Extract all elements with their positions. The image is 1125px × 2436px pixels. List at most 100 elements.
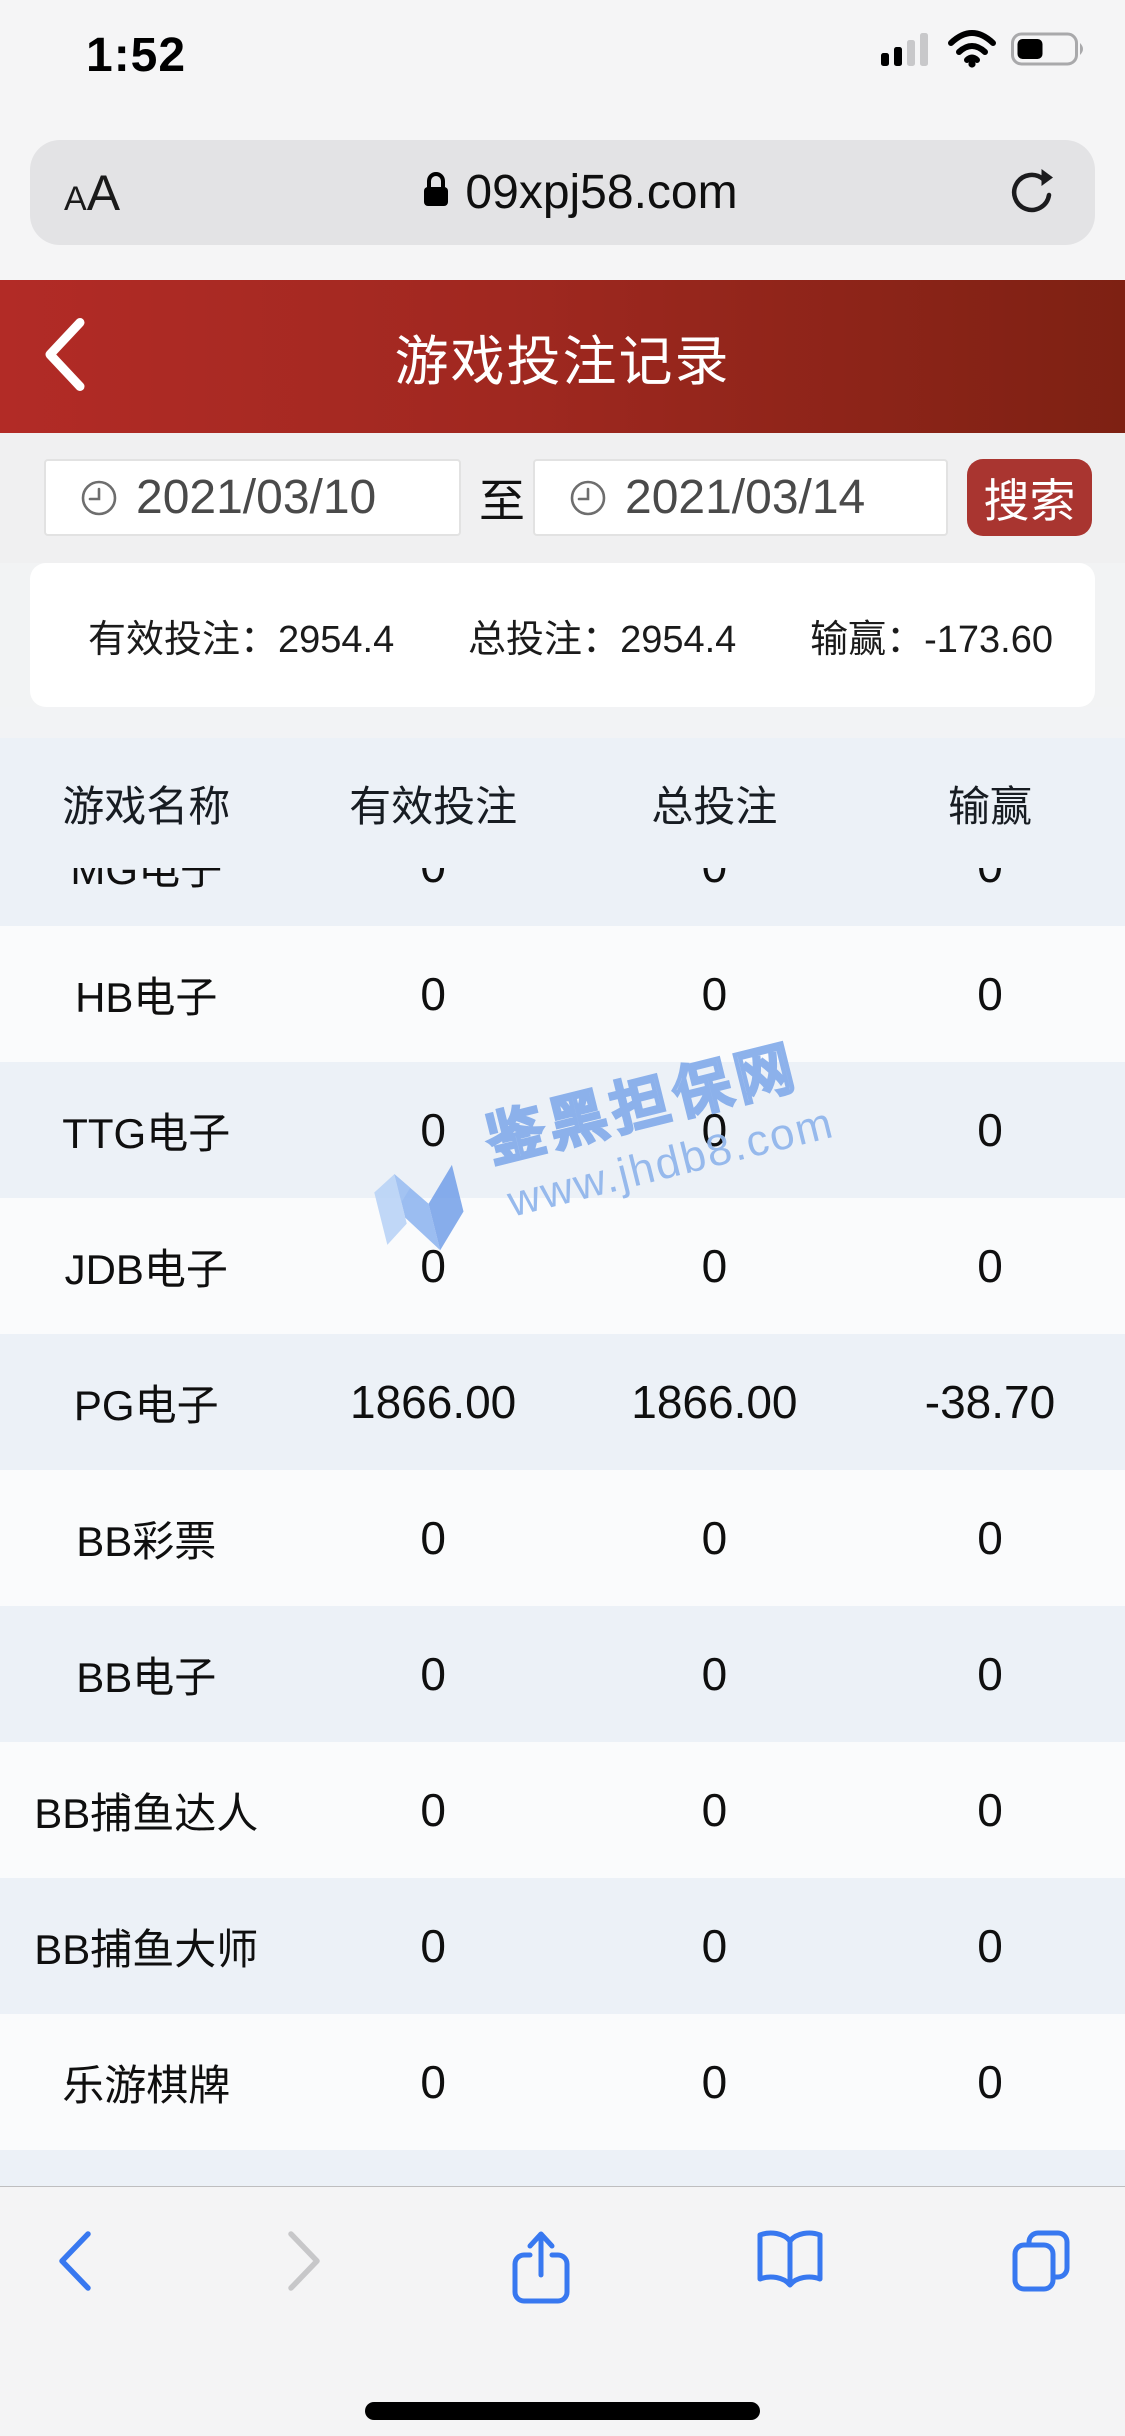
date-filter-bar: 2021/03/10 至 2021/03/14 搜索 (0, 433, 1125, 563)
total-bet-cell: 0 (701, 1784, 728, 1836)
game-name: MG电子 (70, 868, 223, 893)
reload-button[interactable] (985, 166, 1095, 220)
summary-valid-bet: 有效投注：2954.4 (88, 608, 394, 663)
share-icon (511, 2229, 571, 2310)
winloss-cell: 0 (977, 1512, 1003, 1564)
game-name: 乐游棋牌 (62, 2061, 231, 2109)
forward-chevron-icon (281, 2229, 327, 2296)
total-bet-cell: 0 (701, 968, 728, 1020)
bookmarks-button[interactable] (754, 2229, 826, 2296)
total-bet-cell: 0 (701, 1104, 728, 1156)
table-row: 乐游棋牌 0 0 0 (0, 2014, 1125, 2150)
winloss-label: 输赢： (810, 618, 925, 661)
table-row-clipped: MG电子 0 0 0 (0, 868, 1125, 926)
valid-bet-cell: 0 (420, 1240, 446, 1292)
winloss-cell: 0 (977, 1240, 1003, 1292)
header-valid-bet: 有效投注 (349, 782, 518, 830)
valid-bet-cell: 0 (420, 2056, 446, 2108)
header-game-name: 游戏名称 (62, 782, 231, 830)
back-chevron-icon (52, 2229, 98, 2296)
bet-records-table: 游戏名称 有效投注 总投注 输赢 MG电子 0 0 0 HB电子 0 0 0 T… (0, 738, 1125, 2186)
valid-bet-cell: 0 (293, 868, 574, 893)
valid-bet-cell: 0 (420, 1512, 446, 1564)
valid-bet-cell: 1866.00 (349, 1376, 517, 1428)
header-total-bet: 总投注 (651, 782, 778, 830)
game-name: PG电子 (73, 1381, 219, 1429)
safari-toolbar (0, 2186, 1125, 2436)
winloss-cell: 0 (977, 1104, 1003, 1156)
total-bet-cell: 0 (701, 1240, 728, 1292)
total-bet-value: 2954.4 (620, 618, 737, 661)
total-bet-label: 总投注： (468, 618, 621, 661)
tabs-icon (1009, 2229, 1073, 2296)
url-text-group: 09xpj58.com (174, 165, 985, 220)
total-bet-cell: 0 (701, 1512, 728, 1564)
valid-bet-cell: 0 (420, 1920, 446, 1972)
valid-bet-cell: 0 (420, 1784, 446, 1836)
address-bar[interactable]: AA 09xpj58.com (30, 140, 1095, 245)
back-button[interactable] (40, 316, 88, 397)
valid-bet-label: 有效投注： (88, 618, 279, 661)
lock-icon (421, 170, 451, 215)
table-header-row: 游戏名称 有效投注 总投注 输赢 (0, 738, 1125, 868)
book-icon (754, 2229, 826, 2296)
table-row: BB捕鱼大师 0 0 0 (0, 1878, 1125, 2014)
winloss-cell: 0 (855, 868, 1125, 893)
back-chevron-icon (40, 317, 88, 396)
table-row: BB捕鱼达人 0 0 0 (0, 1742, 1125, 1878)
status-time: 1:52 (86, 29, 187, 82)
tabs-button[interactable] (1009, 2229, 1073, 2296)
share-button[interactable] (511, 2229, 571, 2310)
battery-icon (1011, 32, 1089, 71)
game-name: TTG电子 (62, 1109, 231, 1157)
summary-total-bet: 总投注：2954.4 (468, 608, 736, 663)
text-size-small-a: A (64, 179, 87, 218)
game-name: HB电子 (75, 973, 218, 1021)
table-row: PG电子 1866.00 1866.00 -38.70 (0, 1334, 1125, 1470)
total-bet-cell: 0 (701, 2056, 728, 2108)
status-icons (881, 30, 1089, 73)
summary-winloss: 输赢：-173.60 (810, 608, 1053, 663)
start-date-value: 2021/03/10 (136, 471, 377, 524)
game-name: BB捕鱼大师 (34, 1925, 259, 1973)
text-size-button[interactable]: AA (64, 164, 174, 222)
signal-icon (881, 32, 933, 71)
clock-icon (569, 479, 607, 517)
page-title: 游戏投注记录 (394, 332, 731, 392)
summary-card: 有效投注：2954.4 总投注：2954.4 输赢：-173.60 (30, 563, 1095, 707)
date-range-to-label: 至 (479, 475, 525, 527)
winloss-cell: 0 (977, 1648, 1003, 1700)
valid-bet-cell: 0 (420, 1648, 446, 1700)
winloss-cell: 0 (977, 968, 1003, 1020)
start-date-input[interactable]: 2021/03/10 (44, 459, 461, 536)
page-header: 游戏投注记录 (0, 280, 1125, 433)
total-bet-cell: 1866.00 (631, 1376, 798, 1428)
safari-url-region: AA 09xpj58.com (0, 100, 1125, 280)
game-name: BB彩票 (76, 1517, 217, 1565)
spacer (0, 707, 1125, 738)
winloss-cell: 0 (977, 2056, 1003, 2108)
game-name: JDB电子 (64, 1245, 228, 1293)
browser-back-button[interactable] (52, 2229, 98, 2296)
game-name: BB捕鱼达人 (34, 1789, 259, 1837)
url-domain: 09xpj58.com (465, 166, 738, 219)
table-row: BB彩票 0 0 0 (0, 1470, 1125, 1606)
search-button[interactable]: 搜索 (967, 459, 1092, 536)
winloss-cell: 0 (977, 1920, 1003, 1972)
header-winloss: 输赢 (947, 782, 1032, 830)
winloss-cell: -38.70 (924, 1376, 1056, 1428)
valid-bet-value: 2954.4 (278, 618, 395, 661)
clock-icon (80, 479, 118, 517)
table-row: BB电子 0 0 0 (0, 1606, 1125, 1742)
end-date-input[interactable]: 2021/03/14 (533, 459, 948, 536)
end-date-value: 2021/03/14 (625, 471, 866, 524)
wifi-icon (947, 30, 997, 73)
table-row: JDB电子 0 0 0 (0, 1198, 1125, 1334)
table-row: HB电子 0 0 0 (0, 926, 1125, 1062)
browser-forward-button[interactable] (281, 2229, 327, 2296)
game-name: BB电子 (76, 1653, 217, 1701)
valid-bet-cell: 0 (420, 968, 446, 1020)
home-indicator[interactable] (365, 2402, 760, 2420)
winloss-cell: 0 (977, 1784, 1003, 1836)
